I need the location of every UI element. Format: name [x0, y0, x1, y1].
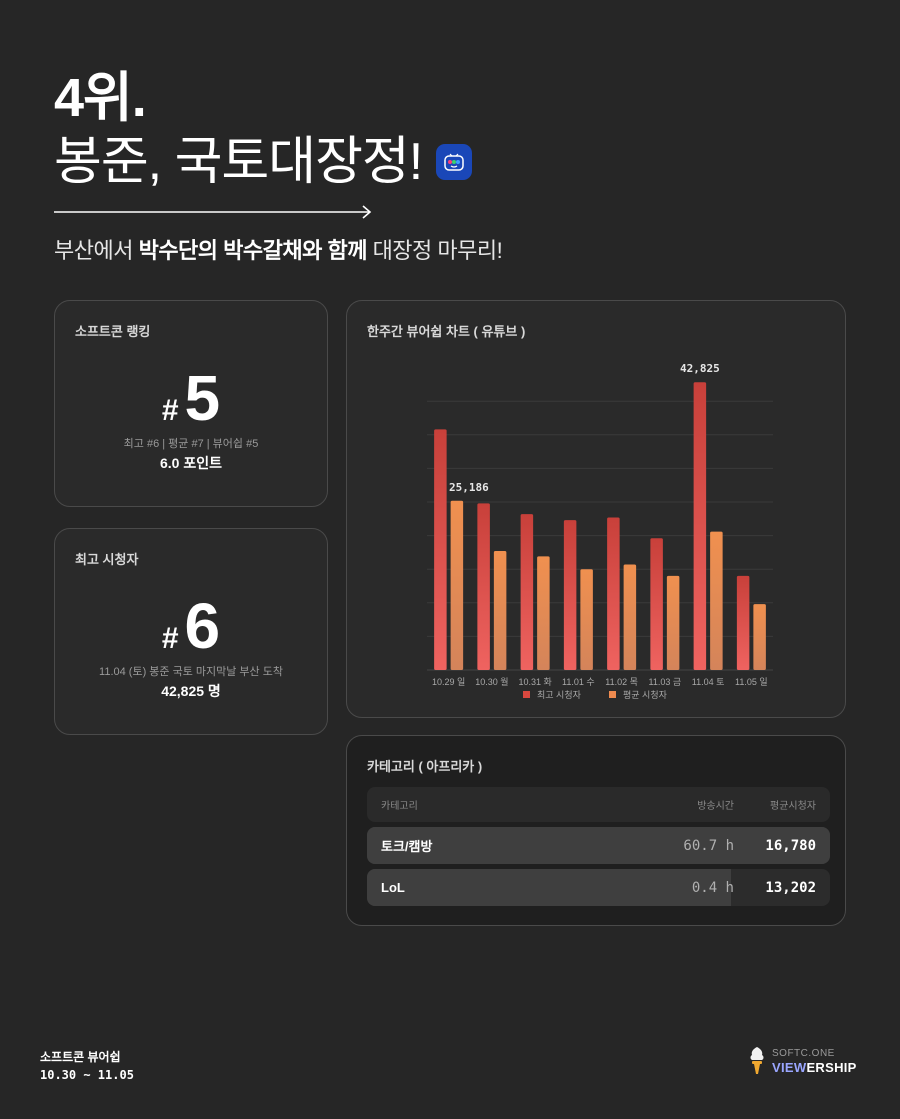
weekly-viewership-chart-card: 한주간 뷰어쉽 차트 ( 유튜브 ) 25,186 10.29 일 10.30 월 1…: [346, 300, 846, 718]
row-hours: 60.7 h: [683, 837, 734, 854]
bar-chart: 25,186 10.29 일 10.30 월 10.31 화 11.01 수 11.02 …: [427, 362, 773, 700]
bar-avg: [623, 564, 637, 670]
x-tick-label: 10.29 일: [432, 677, 465, 687]
bar-value-label: 42,825: [680, 362, 720, 375]
header-category: 카테고리: [381, 801, 418, 812]
row-category: 토크/캠방: [381, 839, 433, 854]
row-category: LoL: [381, 880, 405, 895]
x-tick-label: 10.31 화: [518, 677, 551, 687]
table-row: 토크/캠방 60.7 h 16,780: [367, 827, 830, 864]
row-fill-bar: [367, 827, 830, 864]
footer-info: 소프트콘 뷰어쉽 10.30 ~ 11.05: [40, 1048, 134, 1084]
peak-viewers-value: 42,825 명: [161, 683, 221, 699]
legend-label: 최고 시청자: [537, 690, 582, 700]
card-title: 카테고리 ( 아프리카 ): [367, 759, 483, 774]
x-tick-label: 11.04 토: [692, 677, 725, 687]
points-value: 6.0 포인트: [160, 455, 222, 471]
bar-avg: [753, 604, 766, 670]
bar-max: [563, 520, 577, 670]
footer-date-range: 10.30 ~ 11.05: [40, 1068, 134, 1082]
footer-title: 소프트콘 뷰어쉽: [40, 1050, 121, 1064]
softcone-logo: SOFTC.ONE VIEWERSHIP: [748, 1046, 857, 1076]
rank-detail: 최고 #6 | 평균 #7 | 뷰어쉽 #5: [123, 438, 259, 450]
x-tick-label: 11.02 목: [605, 677, 638, 687]
bar-avg: [537, 556, 550, 670]
bar-avg: [493, 551, 507, 670]
peak-detail: 11.04 (토) 봉준 국토 마지막날 부산 도착: [99, 666, 283, 678]
category-card: 카테고리 ( 아프리카 ) 카테고리 방송시간 평균시청자 토크/캠방 60.7…: [346, 735, 846, 926]
table-header: 카테고리 방송시간 평균시청자: [367, 787, 830, 822]
legend-swatch: [523, 691, 530, 698]
legend-label: 평균 시청자: [623, 690, 668, 700]
bar-avg: [710, 531, 723, 670]
bar-max: [736, 575, 750, 670]
row-fill-bar: [367, 869, 732, 906]
peak-viewers-card: 최고 시청자 #6 11.04 (토) 봉준 국토 마지막날 부산 도착 42,…: [54, 528, 328, 735]
bar-max: [434, 429, 447, 670]
bar-max: [650, 538, 663, 670]
bar-max: [693, 382, 707, 670]
row-avg: 13,202: [765, 879, 816, 896]
softcon-ranking-card: 소프트콘 랭킹 #5 최고 #6 | 평균 #7 | 뷰어쉽 #5 6.0 포인…: [54, 300, 328, 507]
card-title: 한주간 뷰어쉽 차트 ( 유튜브 ): [367, 324, 526, 339]
ice-cream-icon: [750, 1047, 764, 1074]
bar-avg: [450, 500, 464, 670]
header-hours: 방송시간: [697, 801, 734, 812]
arrow-right-icon: [54, 205, 372, 219]
x-tick-label: 11.01 수: [562, 677, 595, 687]
x-tick-label: 11.03 금: [649, 677, 682, 687]
rank-heading: 4위.: [54, 68, 147, 128]
rank-value: #5: [161, 362, 221, 434]
bar-avg: [580, 569, 593, 670]
header-avg: 평균시청자: [770, 801, 816, 812]
legend-swatch: [609, 691, 616, 698]
afreeca-tv-app-icon: [436, 144, 473, 180]
subtitle: 부산에서 박수단의 박수갈채와 함께 대장정 마무리!: [54, 238, 503, 263]
category-table: 카테고리 방송시간 평균시청자 토크/캠방 60.7 h 16,780 LoL …: [367, 787, 830, 906]
peak-rank-value: #6: [161, 590, 221, 662]
row-hours: 0.4 h: [691, 879, 734, 896]
x-tick-label: 11.05 일: [735, 677, 768, 687]
card-title: 최고 시청자: [75, 552, 139, 567]
page-title-text: 봉준, 국토대장정!: [54, 133, 423, 191]
bar-max: [477, 503, 490, 670]
x-tick-label: 10.30 월: [475, 676, 508, 687]
logo-bottom-text: VIEWERSHIP: [772, 1059, 857, 1075]
bar-max: [520, 514, 534, 670]
page-title: 봉준, 국토대장정!: [54, 132, 473, 192]
bar-max: [607, 517, 620, 670]
table-row: LoL 0.4 h 13,202: [367, 869, 830, 906]
bar-avg: [666, 575, 680, 670]
card-title: 소프트콘 랭킹: [75, 324, 151, 339]
logo-top-text: SOFTC.ONE: [772, 1047, 835, 1059]
row-avg: 16,780: [765, 837, 816, 854]
bar-value-label: 25,186: [449, 481, 489, 494]
